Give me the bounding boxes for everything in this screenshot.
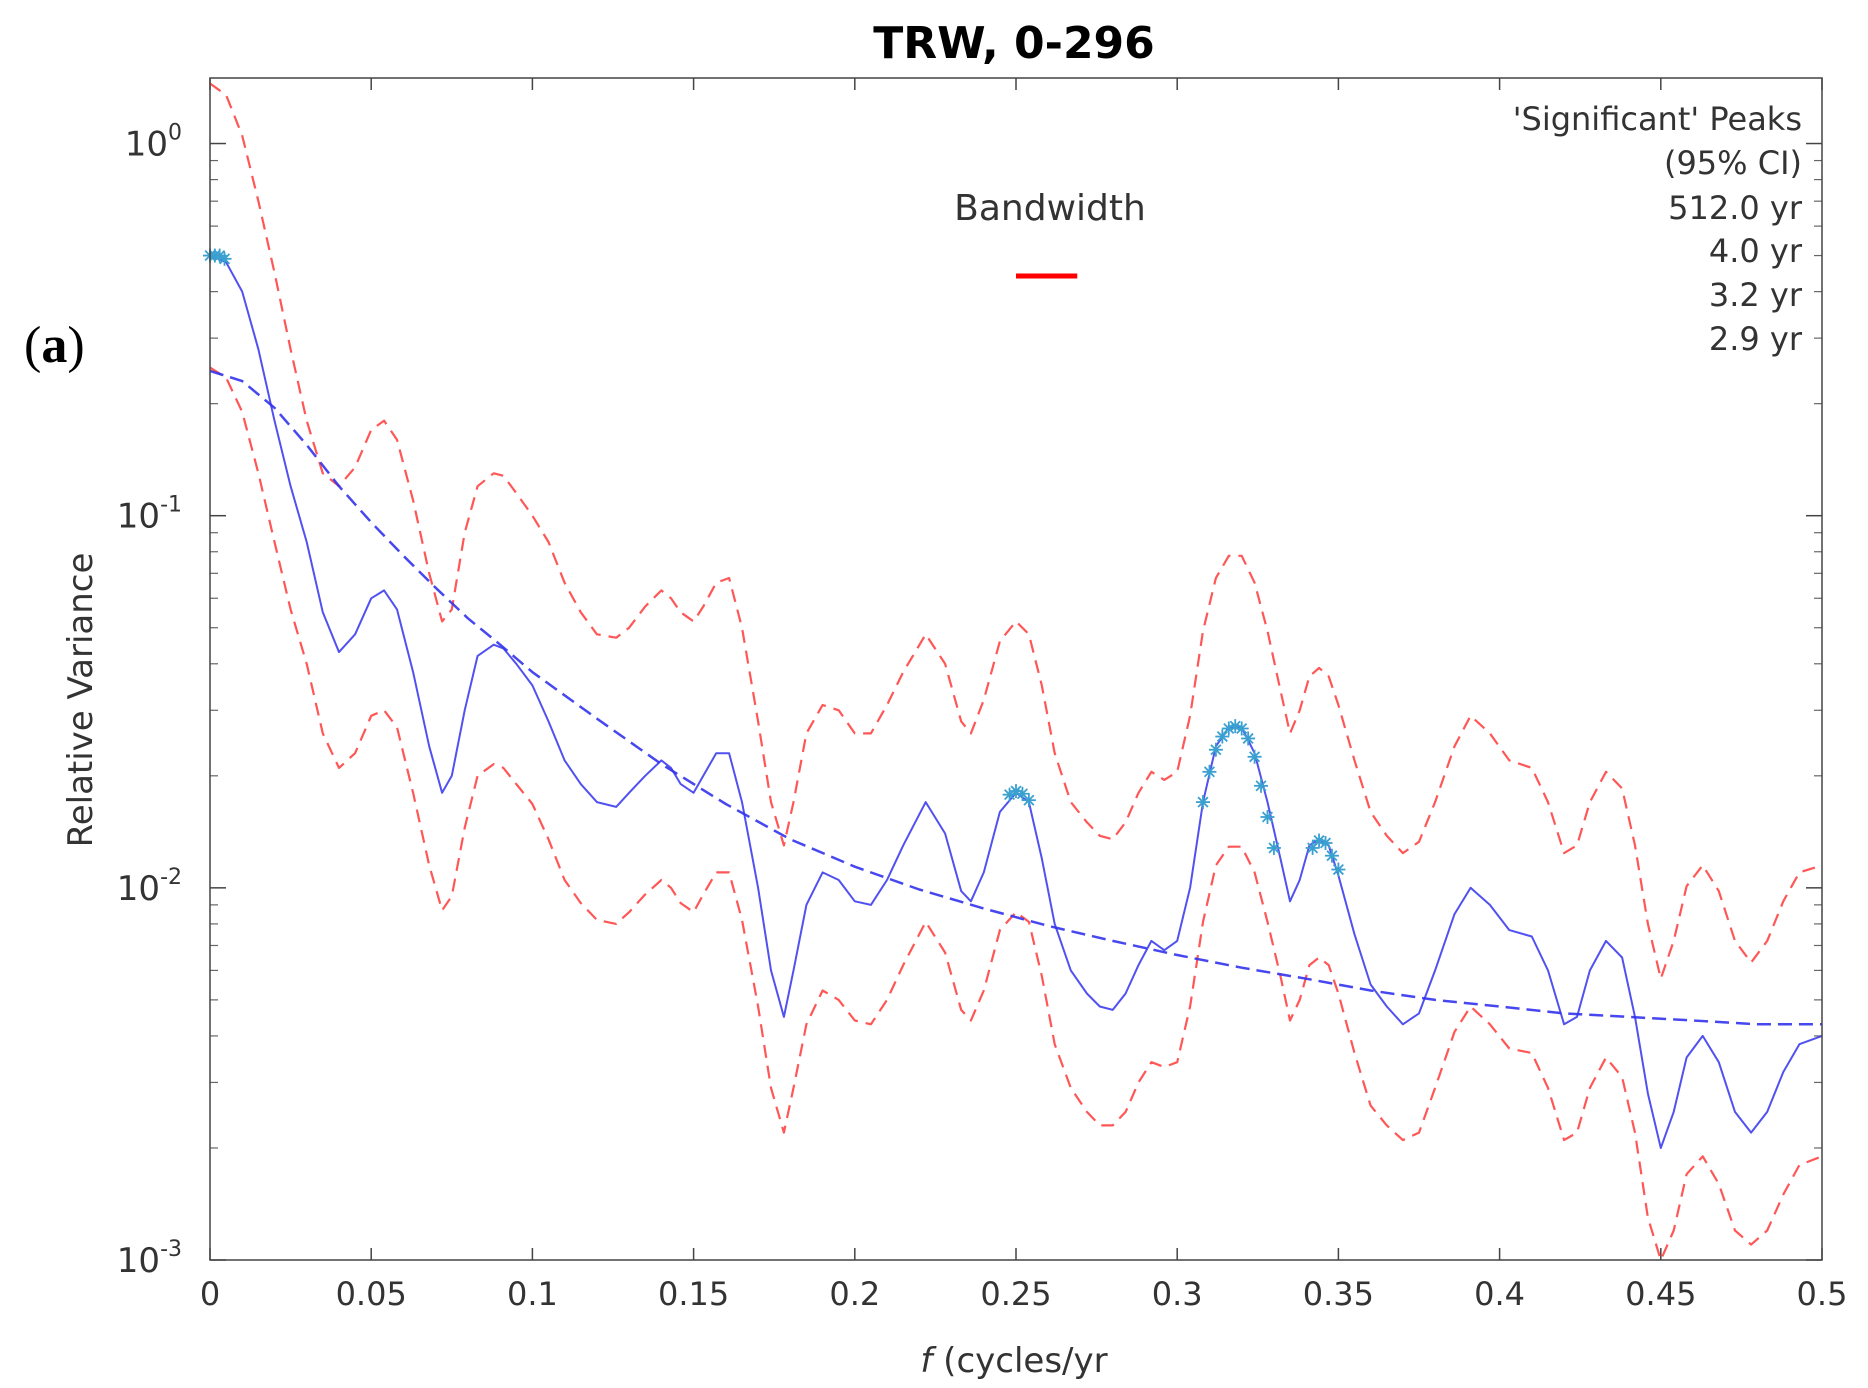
chart-title: TRW, 0-296	[873, 18, 1155, 69]
axis-ticks	[209, 78, 1823, 1261]
legend-entry: 512.0 yr	[1668, 189, 1803, 227]
significant-point	[1202, 764, 1217, 779]
x-tick-label: 0.45	[1625, 1275, 1696, 1313]
significant-point	[1266, 840, 1281, 855]
y-axis-label: Relative Variance	[61, 553, 101, 848]
y-tick-label: 10-2	[117, 865, 182, 909]
series-fitted-background	[209, 369, 1822, 1026]
y-tick-labels: 100 10-1 10-2 10-3	[117, 121, 182, 1281]
significant-point	[1215, 729, 1230, 744]
x-tick-label: 0.1	[507, 1275, 558, 1313]
bandwidth-indicator: Bandwidth	[954, 188, 1146, 279]
x-tick-label: 0.3	[1152, 1275, 1203, 1313]
significant-peaks-legend: 'Significant' Peaks (95% CI) 512.0 yr 4.…	[1513, 100, 1803, 358]
legend-entry: 3.2 yr	[1709, 276, 1803, 314]
x-tick-labels: 0 0.05 0.1 0.15 0.2 0.25 0.3 0.35 0.4 0.45 0.5	[200, 1275, 1848, 1313]
legend-title: 'Significant' Peaks	[1513, 100, 1802, 138]
significant-point	[1208, 742, 1223, 757]
significant-point	[217, 251, 232, 266]
significant-point	[1195, 795, 1210, 810]
significant-point	[1324, 848, 1339, 863]
significant-point	[1234, 721, 1249, 736]
x-tick-label: 0	[200, 1275, 220, 1313]
legend-entry: 4.0 yr	[1709, 232, 1803, 270]
significant-point	[1331, 862, 1346, 877]
x-tick-label: 0.25	[980, 1275, 1051, 1313]
plot-frame	[209, 77, 1823, 1261]
x-tick-label: 0.5	[1797, 1275, 1848, 1313]
significant-point	[1021, 793, 1036, 808]
x-tick-label: 0.4	[1474, 1275, 1525, 1313]
legend-entry: 2.9 yr	[1709, 320, 1803, 358]
series-layer	[209, 82, 1823, 1262]
x-axis-label: f (cycles/yr	[920, 1341, 1107, 1381]
y-tick-label: 10-3	[117, 1237, 182, 1281]
significant-point	[1260, 810, 1275, 825]
y-tick-label: 100	[125, 121, 182, 165]
significant-point	[1241, 731, 1256, 746]
bandwidth-label: Bandwidth	[954, 188, 1146, 229]
x-tick-label: 0.05	[336, 1275, 407, 1313]
y-tick-label: 10-1	[117, 493, 182, 537]
significant-point	[1318, 835, 1333, 850]
x-tick-label: 0.2	[829, 1275, 880, 1313]
significant-point	[1247, 749, 1262, 764]
legend-subtitle: (95% CI)	[1664, 144, 1802, 182]
panel-label: (a)	[24, 317, 85, 374]
series-lower-95-ci	[209, 366, 1823, 1262]
significant-markers	[203, 248, 1346, 877]
significant-point	[1254, 778, 1269, 793]
series-upper-95-ci	[209, 82, 1823, 980]
x-tick-label: 0.35	[1303, 1275, 1374, 1313]
x-tick-label: 0.15	[658, 1275, 729, 1313]
